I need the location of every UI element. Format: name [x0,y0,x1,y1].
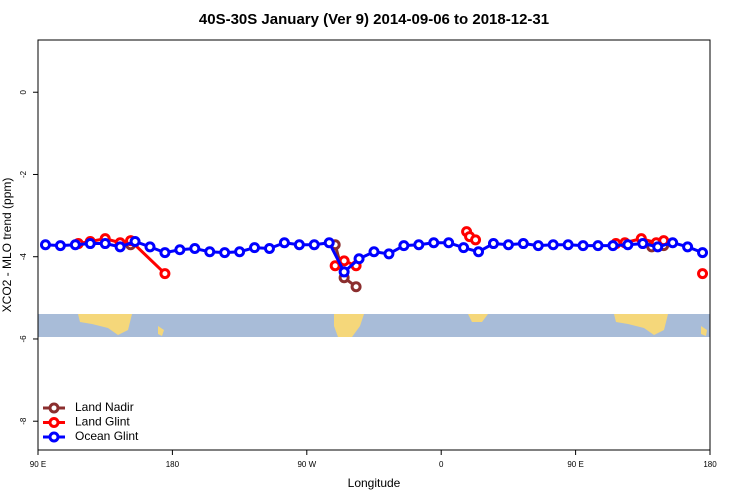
point [329,260,341,272]
plot-frame [37,39,711,451]
point [249,242,261,254]
y-tick-label: 0 [19,89,28,94]
point [84,238,96,250]
legend-marker [48,431,60,443]
point [697,268,709,280]
x-axis-label: Longitude [348,476,401,490]
point [234,246,246,258]
point [607,240,619,252]
point [502,239,514,251]
point [398,240,410,252]
point [219,247,231,259]
chart-title: 40S-30S January (Ver 9) 2014-09-06 to 20… [199,11,549,28]
point [114,241,126,253]
point [487,238,499,250]
x-tick-label: 90 W [297,460,316,469]
point [174,244,186,256]
point [69,239,81,251]
point [470,234,482,246]
point [637,238,649,250]
point [547,239,559,251]
x-tick-label: 180 [166,460,180,469]
point [54,240,66,252]
x-tick-label: 90 E [30,460,46,469]
point [458,242,470,254]
x-tick-label: 180 [703,460,717,469]
map-strip [38,314,710,337]
point [353,253,365,265]
y-axis-label: XCO2 - MLO trend (ppm) [0,178,14,313]
point [413,239,425,251]
point [517,238,529,250]
point [577,240,589,252]
point [308,239,320,251]
point [293,239,305,251]
legend-label: Ocean Glint [75,429,139,443]
point [562,239,574,251]
point [592,240,604,252]
point [144,241,156,253]
y-tick-label: -6 [19,335,28,343]
point [159,247,171,259]
point [697,247,709,259]
legend-label: Land Glint [75,415,130,429]
point [323,237,335,249]
point [159,268,171,280]
point [383,248,395,260]
legend-label: Land Nadir [75,400,134,414]
point [129,236,141,248]
y-tick-label: -2 [19,170,28,178]
y-tick-label: -4 [19,253,28,261]
legend-marker [48,402,60,414]
point [682,241,694,253]
x-tick-label: 90 E [567,460,583,469]
point [350,281,362,293]
point [667,237,679,249]
point [652,241,664,253]
point [428,237,440,249]
point [39,239,51,251]
point [204,246,216,258]
point [189,242,201,254]
point [278,237,290,249]
point [443,237,455,249]
x-tick-label: 0 [439,460,444,469]
point [622,239,634,251]
y-tick-label: -8 [19,417,28,425]
point [99,238,111,250]
point [338,266,350,278]
point [263,242,275,254]
point [532,240,544,252]
point [473,246,485,258]
legend-marker [48,417,60,428]
point [368,246,380,258]
